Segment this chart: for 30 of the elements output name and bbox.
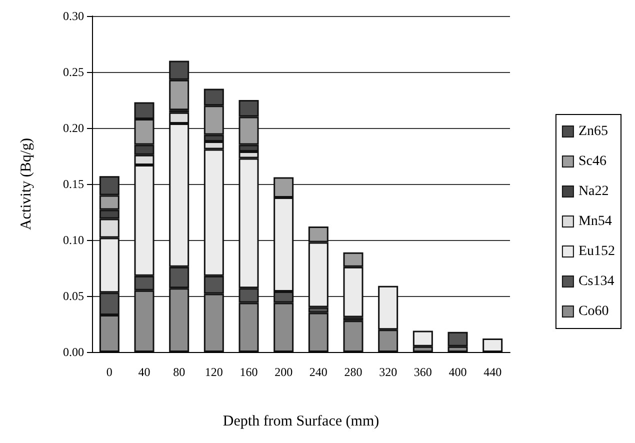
legend-label: Eu152: [578, 244, 616, 259]
x-tick-label: 40: [138, 365, 150, 379]
legend-label: Cs134: [578, 274, 614, 289]
legend-label: Na22: [578, 184, 609, 199]
y-tick-label: 0.00: [63, 345, 84, 359]
x-tick-label: 80: [173, 365, 186, 379]
legend-label: Mn54: [578, 214, 612, 229]
y-tick-label: 0.20: [63, 121, 84, 135]
legend-label: Zn65: [578, 124, 608, 139]
legend-label: Sc46: [578, 154, 606, 169]
x-tick-label: 320: [379, 365, 398, 379]
y-tick-label: 0.10: [63, 233, 84, 247]
x-tick-label: 200: [274, 365, 293, 379]
y-tick-label: 0.25: [63, 65, 84, 79]
y-tick-label: 0.15: [63, 177, 84, 191]
x-tick-label: 120: [204, 365, 223, 379]
x-tick-label: 360: [414, 365, 432, 379]
x-tick-label: 280: [344, 365, 362, 379]
y-tick-label: 0.05: [63, 289, 84, 303]
y-tick-label: 0.30: [63, 9, 84, 23]
x-tick-label: 0: [106, 365, 112, 379]
x-tick-label: 240: [309, 365, 328, 379]
y-axis-title: Activity (Bq/g): [18, 138, 34, 230]
x-axis-title: Depth from Surface (mm): [222, 414, 380, 430]
legend-label: Co60: [578, 304, 609, 319]
bar: [482, 338, 503, 352]
bar: [343, 320, 364, 352]
x-tick-label: 160: [240, 365, 258, 379]
x-tick-label: 440: [484, 365, 502, 379]
x-tick-label: 400: [448, 365, 467, 379]
